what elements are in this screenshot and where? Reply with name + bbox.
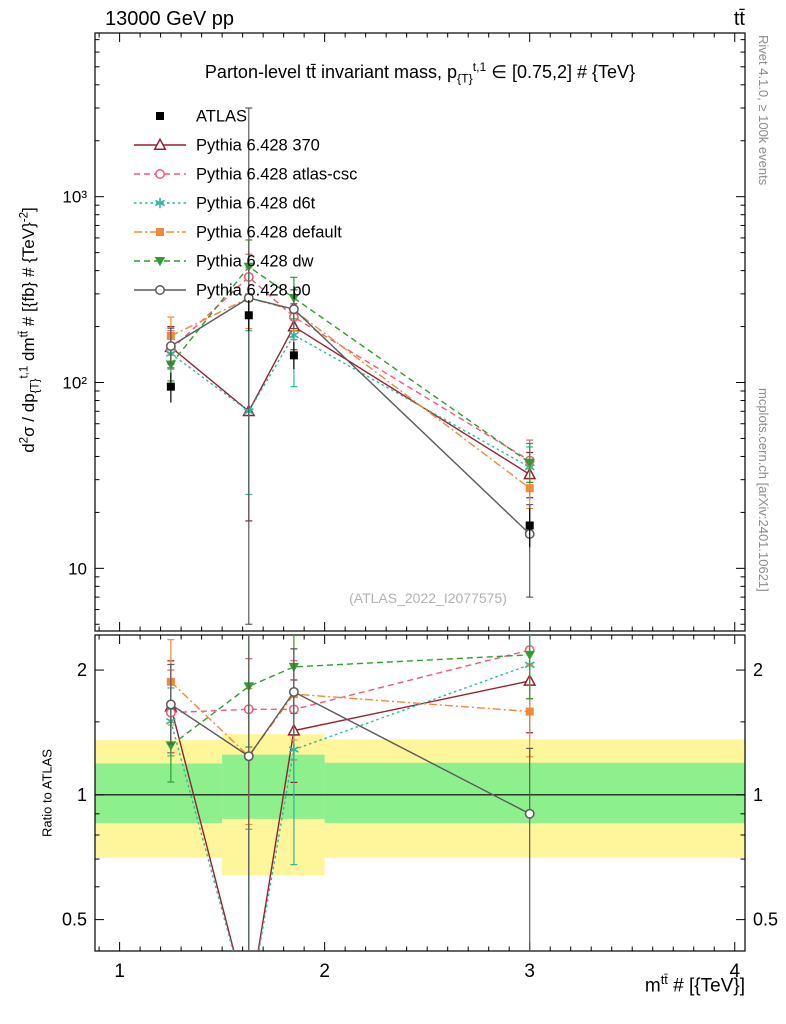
tick-label: 10³	[62, 188, 87, 207]
legend-label: Pythia 6.428 atlas-csc	[196, 166, 357, 184]
mcplots-reference-note: mcplots.cern.ch [arXiv:2401.10621]	[756, 388, 771, 592]
analysis-watermark: (ATLAS_2022_I2077575)	[349, 590, 507, 606]
legend-label: ATLAS	[196, 108, 247, 126]
x-axis-label: mtt̄ # [{TeV}]	[644, 972, 745, 997]
tick-label: 1	[77, 785, 87, 805]
tick-label: 4	[729, 961, 740, 982]
legend-label: Pythia 6.428 p0	[196, 282, 311, 300]
series-atlas	[166, 299, 534, 548]
legend-label: Pythia 6.428 default	[196, 224, 342, 242]
series-pythia-6-428-d6t	[165, 307, 535, 495]
series-pythia-6-428-370	[164, 298, 537, 522]
rivet-version-note: Rivet 4.1.0, ≥ 100k events	[756, 35, 771, 186]
tick-label: 2	[319, 961, 330, 982]
tick-label: 10	[68, 559, 87, 578]
legend-label: Pythia 6.428 d6t	[196, 195, 316, 213]
legend-label: Pythia 6.428 dw	[196, 253, 313, 271]
plot-title: Parton-level tt̄ invariant mass, p{T}t,1…	[204, 60, 636, 86]
tick-label: 1	[753, 785, 763, 805]
tick-label: 2	[77, 660, 87, 680]
series-pythia-6-428-default	[166, 267, 534, 510]
series-pythia-6-428-p0	[165, 107, 535, 625]
ratio-uncertainty-bands	[95, 734, 745, 876]
legend-label: Pythia 6.428 370	[196, 137, 320, 155]
process-label: tt̄	[733, 8, 745, 30]
tick-label: 3	[524, 961, 535, 982]
legend: ATLAS Pythia 6.428 370 Pythia 6.428 atlas-…	[134, 108, 357, 300]
tick-label: 0.5	[62, 910, 87, 930]
tick-label: 10²	[62, 374, 87, 393]
tick-label: 2	[753, 660, 763, 680]
tick-label: 0.5	[753, 910, 778, 930]
collision-energy-label: 13000 GeV pp	[105, 8, 234, 30]
axes: 10 10² 10³ 0.5 0.5 1 1 2 2 1 2 3 4	[62, 32, 778, 982]
tick-label: 1	[114, 961, 125, 982]
ratio-series	[165, 635, 535, 951]
